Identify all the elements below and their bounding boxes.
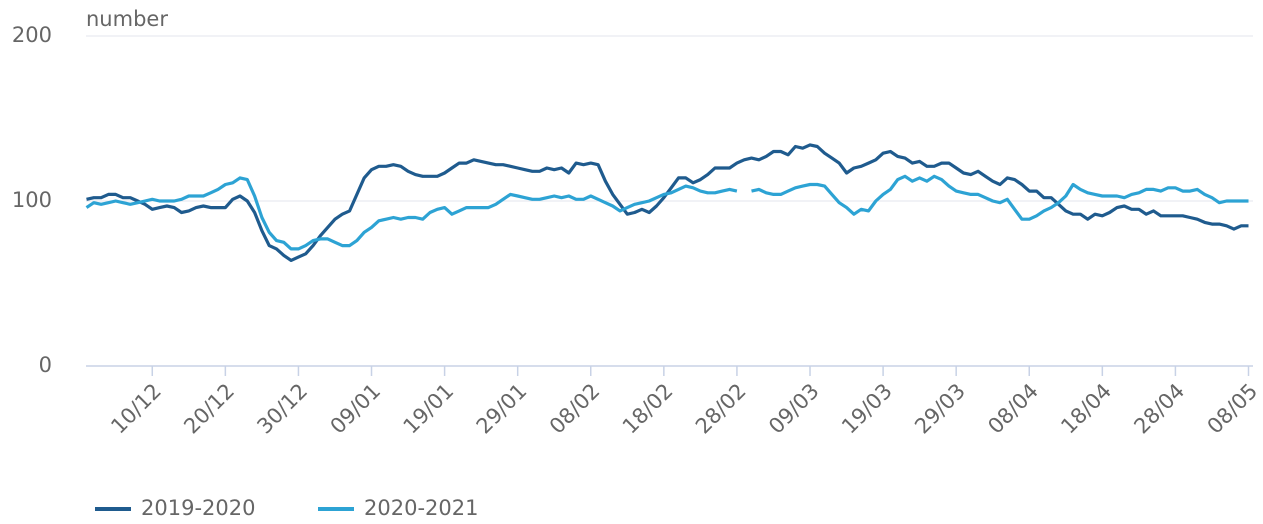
x-tick-label: 29/01: [472, 379, 532, 439]
x-tick-label: 08/04: [983, 379, 1043, 439]
y-tick-label: 0: [39, 353, 52, 377]
y-axis-label: number: [86, 7, 168, 31]
line-series: [751, 174, 1249, 221]
x-tick-label: 08/05: [1203, 379, 1263, 439]
x-tick-label: 19/01: [399, 379, 459, 439]
line-series: [86, 143, 1249, 262]
x-tick-label: 28/04: [1129, 379, 1189, 439]
x-tick-label: 08/02: [545, 379, 605, 439]
legend-label: 2020-2021: [364, 496, 478, 520]
x-tick-label: 30/12: [252, 379, 312, 439]
line-series: [85, 176, 738, 251]
x-tick-label: 09/01: [326, 379, 386, 439]
y-tick-label: 100: [12, 188, 52, 212]
x-tick-label: 18/04: [1056, 379, 1116, 439]
x-tick-label: 09/03: [764, 379, 824, 439]
y-tick-label: 200: [12, 23, 52, 47]
x-tick-label: 28/02: [691, 379, 751, 439]
x-tick-label: 18/02: [618, 379, 678, 439]
x-tick-label: 19/03: [837, 379, 897, 439]
legend-label: 2019-2020: [141, 496, 255, 520]
x-tick-label: 29/03: [910, 379, 970, 439]
x-tick-label: 20/12: [179, 379, 239, 439]
x-tick-label: 10/12: [106, 379, 166, 439]
